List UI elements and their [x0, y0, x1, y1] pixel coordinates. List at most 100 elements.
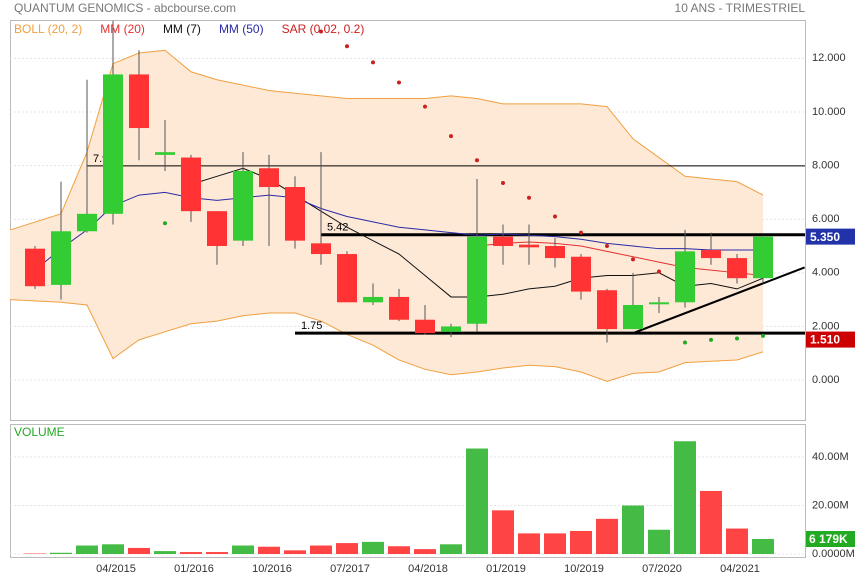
volume-bar	[284, 550, 306, 554]
candle-body	[519, 244, 539, 248]
x-tick-label: 10/2019	[564, 563, 604, 575]
x-tick-label: 07/2017	[330, 563, 370, 575]
volume-tag-label: 6 179K	[809, 532, 848, 546]
candle-body	[701, 250, 721, 259]
sar-dot	[475, 158, 479, 163]
volume-bar	[440, 544, 462, 554]
trendline	[632, 266, 805, 335]
sar-dot	[319, 29, 323, 34]
candle-body	[233, 170, 253, 241]
candle-body	[597, 290, 617, 330]
candle-body	[337, 254, 357, 303]
volume-bar	[232, 545, 254, 554]
price-panel	[10, 20, 806, 421]
sar-dot	[527, 195, 531, 200]
legend-entry: MM (7)	[163, 22, 201, 36]
legend-entry: SAR (0.02, 0.2)	[282, 22, 365, 36]
x-tick-label: 01/2019	[486, 563, 526, 575]
volume-title: VOLUME	[14, 425, 65, 439]
sar-dot	[735, 336, 739, 341]
chart-subtitle: 10 ANS - TRIMESTRIEL	[675, 1, 806, 15]
y-tick-label: 10.000	[812, 106, 846, 118]
volume-bar	[726, 528, 748, 554]
bollinger-lower	[9, 299, 764, 382]
level-label: 5.42	[327, 222, 348, 234]
candle-body	[441, 326, 461, 332]
candle-body	[129, 74, 149, 129]
sar-dot	[449, 134, 453, 139]
volume-bar	[258, 546, 280, 554]
y-tick-label: 8.000	[812, 159, 840, 171]
volume-panel	[10, 424, 806, 558]
volume-bar	[414, 549, 436, 554]
y-tick-label: 2.000	[812, 320, 840, 332]
x-tick-label: 10/2016	[252, 563, 292, 575]
candle-body	[493, 236, 513, 247]
volume-bar	[154, 551, 176, 554]
candle-body	[25, 248, 45, 287]
sar-dot	[163, 221, 167, 226]
bollinger-fill	[10, 50, 763, 382]
volume-bar	[544, 533, 566, 554]
y-tick-label: 0.0000M	[812, 548, 855, 560]
sar-dot	[397, 80, 401, 85]
candle-body	[181, 157, 201, 212]
price-tag	[806, 228, 855, 245]
x-tick-label: 07/2020	[642, 563, 682, 575]
volume-bar	[102, 544, 124, 554]
sar-dot	[683, 340, 687, 345]
candle-body	[571, 256, 591, 292]
volume-bar	[466, 448, 488, 554]
candle-body	[389, 296, 409, 320]
level-label: 1.75	[301, 320, 322, 332]
candle-body	[207, 211, 227, 247]
legend-entry: BOLL (20, 2)	[14, 22, 82, 36]
volume-bar	[206, 552, 228, 554]
y-tick-label: 12.000	[812, 52, 846, 64]
price-tag	[806, 331, 855, 348]
volume-bar	[674, 441, 696, 554]
candle-body	[51, 231, 71, 285]
candle-body	[753, 236, 773, 279]
moving-average	[476, 241, 764, 276]
volume-bar	[180, 552, 202, 554]
volume-bar	[362, 541, 384, 554]
candle-body	[623, 304, 643, 330]
candle-body	[727, 258, 747, 279]
y-tick-label: 40.00M	[812, 451, 849, 463]
volume-bar	[596, 518, 618, 554]
y-tick-label: 0.000	[812, 374, 840, 386]
x-tick-label: 04/2021	[720, 563, 760, 575]
candle-body	[311, 243, 331, 255]
candle-body	[259, 168, 279, 188]
candle-body	[103, 74, 123, 214]
sar-dot	[579, 230, 583, 235]
volume-bar	[76, 545, 98, 554]
candle-body	[363, 296, 383, 303]
sar-dot	[709, 337, 713, 342]
moving-average	[34, 191, 763, 271]
volume-bar	[622, 505, 644, 554]
volume-bar	[700, 490, 722, 554]
candle-body	[675, 251, 695, 303]
candle-body	[545, 246, 565, 259]
volume-bar	[752, 539, 774, 554]
volume-bar	[648, 529, 670, 554]
bollinger-upper	[9, 49, 764, 231]
candle-body	[415, 319, 435, 334]
sar-dot	[423, 104, 427, 109]
sar-dot	[345, 44, 349, 49]
sar-dot	[657, 269, 661, 274]
y-tick-label: 20.00M	[812, 499, 849, 511]
candle-body	[285, 187, 305, 241]
sar-dot	[605, 244, 609, 249]
legend-entry: MM (50)	[219, 22, 264, 36]
volume-bar	[336, 543, 358, 554]
volume-bar	[518, 533, 540, 554]
volume-bar	[50, 552, 72, 554]
x-tick-label: 01/2016	[174, 563, 214, 575]
candle-body	[155, 152, 175, 155]
y-tick-label: 6.000	[812, 213, 840, 225]
legend-entry: MM (20)	[100, 22, 145, 36]
